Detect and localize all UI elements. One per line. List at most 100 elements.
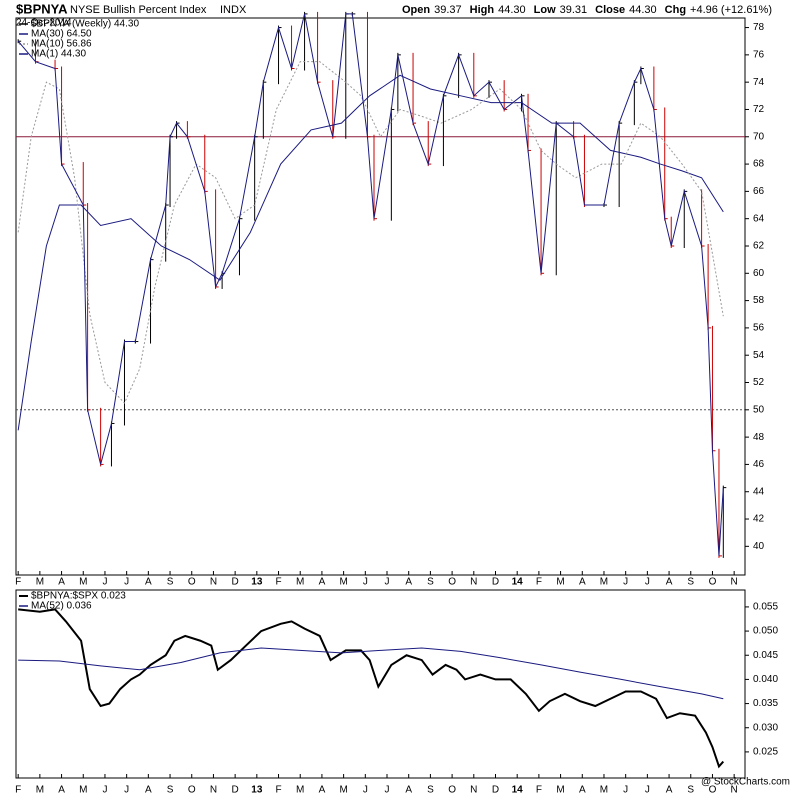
x-tick-label: J: [124, 785, 129, 795]
x-tick-label: J: [385, 785, 390, 795]
quote-value: +4.96 (+12.61%): [690, 4, 772, 16]
x-tick-label: J: [363, 577, 368, 588]
x-tick-label: F: [15, 785, 21, 795]
y-tick-label: 0.045: [753, 650, 778, 661]
credit: @ StockCharts.com: [701, 777, 790, 788]
x-tick-label: A: [405, 577, 412, 588]
x-tick-label: S: [687, 577, 694, 588]
x-tick-label: S: [167, 785, 174, 795]
x-tick-label: N: [470, 577, 477, 588]
legend-label: MA(10) 56.86: [31, 39, 92, 50]
y-tick-label: 0.055: [753, 602, 778, 613]
x-tick-label: M: [556, 785, 564, 795]
x-tick-label: O: [448, 577, 456, 588]
x-tick-label: J: [102, 577, 107, 588]
legend-label: $BPNYA:$SPX 0.023: [31, 591, 126, 602]
x-tick-label: M: [600, 785, 608, 795]
y-tick-label: 48: [753, 432, 765, 443]
x-tick-label: O: [709, 785, 717, 795]
quote-label: Low: [534, 4, 556, 16]
x-tick-label: A: [58, 577, 65, 588]
x-tick-label: O: [188, 577, 196, 588]
x-tick-label: M: [79, 577, 87, 588]
x-tick-label: S: [687, 785, 694, 795]
x-tick-label: J: [385, 577, 390, 588]
plot-frame: [15, 17, 746, 576]
y-tick-label: 0.025: [753, 747, 778, 758]
x-tick-label: A: [145, 785, 152, 795]
y-tick-label: 70: [753, 131, 765, 142]
x-tick-label: A: [579, 785, 586, 795]
x-tick-label: J: [645, 577, 650, 588]
y-tick-label: 66: [753, 186, 765, 197]
y-tick-label: 72: [753, 104, 765, 115]
quote-label: High: [470, 4, 495, 16]
x-tick-label: A: [319, 785, 326, 795]
series-line: [17, 61, 724, 404]
legend-label: $BPNYA (Weekly) 44.30: [31, 19, 139, 30]
series-line: [18, 608, 725, 769]
x-tick-label: M: [296, 785, 304, 795]
y-tick-label: 40: [753, 541, 765, 552]
x-tick-label: A: [405, 785, 412, 795]
legend-label: MA(1) 44.30: [31, 49, 86, 60]
x-tick-label: J: [623, 577, 628, 588]
x-tick-label: D: [232, 577, 239, 588]
x-tick-label: 13: [251, 577, 263, 588]
quote-value: 39.37: [434, 4, 462, 16]
y-tick-label: 0.030: [753, 722, 778, 733]
x-tick-label: N: [210, 785, 217, 795]
y-tick-label: 68: [753, 159, 765, 170]
x-tick-label: F: [275, 785, 281, 795]
x-tick-label: 14: [512, 785, 524, 795]
x-tick-label: M: [36, 577, 44, 588]
x-tick-label: M: [79, 785, 87, 795]
legend-label: MA(52) 0.036: [31, 601, 92, 612]
plot-frame: [15, 589, 746, 779]
x-tick-label: D: [492, 785, 499, 795]
y-tick-label: 50: [753, 404, 765, 415]
x-tick-label: M: [296, 577, 304, 588]
x-tick-label: N: [470, 785, 477, 795]
x-tick-label: D: [232, 785, 239, 795]
x-tick-label: A: [666, 577, 673, 588]
x-tick-label: A: [666, 785, 673, 795]
quote: Open 39.37 High 44.30 Low 39.31 Close 44.30 Chg +…: [402, 4, 772, 16]
quote-value: 44.30: [498, 4, 526, 16]
quote-label: Chg: [665, 4, 686, 16]
x-tick-label: S: [427, 577, 434, 588]
y-tick-label: 52: [753, 377, 765, 388]
x-tick-label: M: [339, 785, 347, 795]
y-tick-label: 0.040: [753, 674, 778, 685]
index-name: NYSE Bullish Percent Index: [70, 4, 207, 16]
symbol: $BPNYA: [16, 1, 68, 16]
x-tick-label: J: [645, 785, 650, 795]
y-tick-label: 58: [753, 295, 765, 306]
quote-value: 44.30: [629, 4, 657, 16]
x-tick-label: A: [58, 785, 65, 795]
x-tick-label: M: [36, 785, 44, 795]
x-tick-label: S: [167, 577, 174, 588]
y-tick-label: 74: [753, 77, 765, 88]
x-tick-label: O: [709, 577, 717, 588]
y-tick-label: 64: [753, 213, 765, 224]
x-tick-label: 13: [251, 785, 263, 795]
y-tick-label: 46: [753, 459, 765, 470]
x-tick-label: F: [275, 577, 281, 588]
y-tick-label: 62: [753, 241, 765, 252]
x-tick-label: F: [15, 577, 21, 588]
y-tick-label: 44: [753, 486, 765, 497]
x-tick-label: S: [427, 785, 434, 795]
quote-value: 39.31: [560, 4, 588, 16]
x-tick-label: J: [623, 785, 628, 795]
quote-label: Close: [595, 4, 625, 16]
x-tick-label: F: [536, 577, 542, 588]
x-tick-label: O: [188, 785, 196, 795]
y-tick-label: 60: [753, 268, 765, 279]
x-tick-label: D: [492, 577, 499, 588]
exchange: INDX: [220, 4, 247, 16]
y-tick-label: 56: [753, 323, 765, 334]
y-tick-label: 0.050: [753, 626, 778, 637]
x-tick-label: F: [536, 785, 542, 795]
x-tick-label: M: [600, 577, 608, 588]
